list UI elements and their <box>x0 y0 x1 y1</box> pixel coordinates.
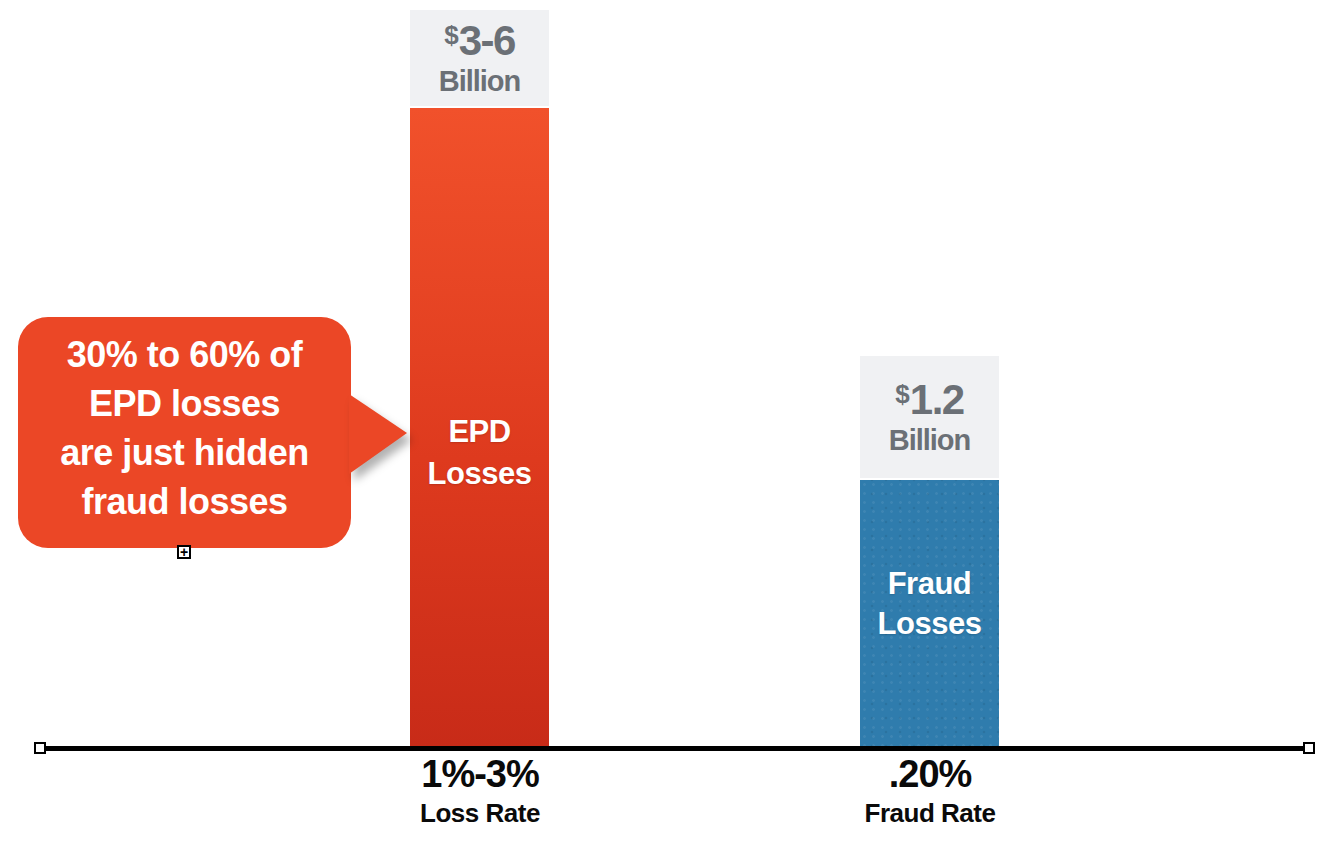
epd-amount-row: $3-6 <box>444 20 515 62</box>
epd-unit: Billion <box>439 67 521 96</box>
axis-line[interactable] <box>46 746 1304 751</box>
callout-text: 30% to 60% of EPD losses are just hidden… <box>18 317 351 526</box>
epd-value-box: $3-6 Billion <box>410 10 549 106</box>
chart-canvas: $3-6 Billion EPD Losses 1%-3% Loss Rate … <box>0 0 1329 842</box>
fraud-amount: 1.2 <box>910 379 964 421</box>
epd-rate-label: 1%-3% <box>370 754 590 794</box>
selection-handle-left[interactable] <box>34 742 46 754</box>
epd-rate-caption: Loss Rate <box>370 799 590 827</box>
epd-bar-label: EPD Losses <box>410 411 549 495</box>
fraud-unit: Billion <box>889 426 971 455</box>
fraud-currency: $ <box>895 381 909 407</box>
fraud-rate-caption: Fraud Rate <box>820 799 1040 827</box>
fraud-bar[interactable]: Fraud Losses <box>860 480 999 746</box>
epd-amount: 3-6 <box>459 20 515 62</box>
selection-handle-right[interactable] <box>1303 742 1315 754</box>
epd-currency: $ <box>444 22 458 48</box>
expand-anchor-icon[interactable]: + <box>177 545 191 559</box>
fraud-bar-label: Fraud Losses <box>860 564 999 644</box>
callout-bubble[interactable]: 30% to 60% of EPD losses are just hidden… <box>18 317 351 548</box>
callout-arrow <box>349 394 407 474</box>
fraud-value-box: $1.2 Billion <box>860 356 999 478</box>
epd-bar[interactable]: EPD Losses <box>410 108 549 746</box>
fraud-amount-row: $1.2 <box>895 379 963 421</box>
fraud-rate-label: .20% <box>820 754 1040 794</box>
